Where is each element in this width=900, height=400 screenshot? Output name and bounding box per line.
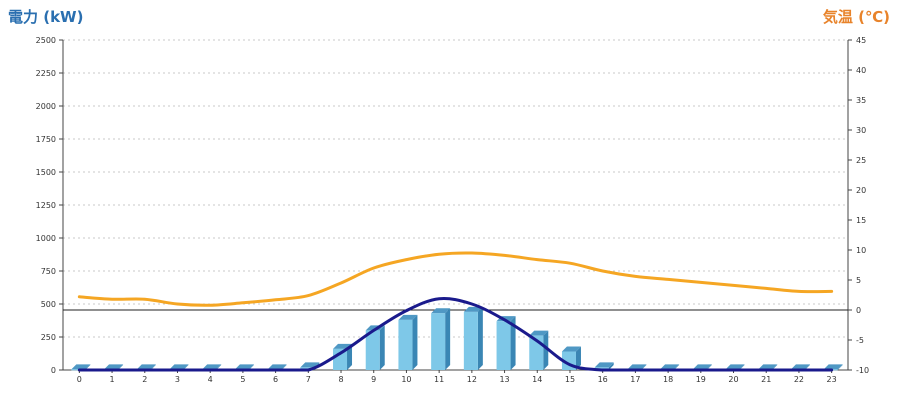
power-bar-top	[398, 314, 418, 320]
power-bar	[365, 325, 385, 370]
x-tick-label: 23	[827, 375, 837, 384]
power-bar	[398, 314, 418, 370]
right-tick-label: 30	[856, 126, 866, 135]
power-bar-front	[365, 330, 380, 370]
x-tick-label: 16	[598, 375, 608, 384]
power-bar-top	[300, 362, 320, 368]
left-tick-label: 0	[51, 366, 56, 375]
x-tick-label: 15	[565, 375, 575, 384]
right-tick-label: 40	[856, 66, 866, 75]
right-tick-label: -5	[856, 336, 864, 345]
x-tick-label: 2	[142, 375, 147, 384]
x-tick-label: 22	[794, 375, 804, 384]
x-tick-label: 13	[499, 375, 509, 384]
power-bar-top	[660, 364, 680, 370]
power-bar-top	[823, 364, 843, 370]
temperature-line	[77, 251, 834, 307]
power-line	[77, 296, 834, 372]
power-bars	[71, 306, 843, 371]
right-tick-label: 15	[856, 216, 866, 225]
x-tick-label: 14	[532, 375, 542, 384]
x-tick-label: 8	[338, 375, 343, 384]
right-tick-label: 45	[856, 36, 866, 45]
right-tick-label: -10	[856, 366, 869, 375]
power-bar	[333, 343, 353, 370]
power-bar-top	[169, 364, 189, 370]
power-bar	[496, 316, 516, 370]
power-bar-top	[463, 306, 483, 312]
power-bar-side	[412, 314, 418, 370]
power-bar-top	[71, 364, 91, 370]
x-tick-label: 1	[110, 375, 115, 384]
power-bar-side	[379, 325, 385, 370]
x-tick-label: 11	[434, 375, 444, 384]
x-tick-label: 18	[663, 375, 673, 384]
power-bar-top	[790, 364, 810, 370]
right-axis-title: 気温 (℃)	[822, 8, 890, 26]
right-tick-label: 35	[856, 96, 866, 105]
power-bar-top	[267, 364, 287, 370]
right-tick-label: 5	[856, 276, 861, 285]
x-tick-label: 19	[696, 375, 706, 384]
power-bar-side	[477, 306, 483, 370]
power-bar-top	[529, 330, 549, 336]
power-bar-top	[202, 364, 222, 370]
power-bar-top	[627, 364, 647, 370]
power-bar-front	[398, 319, 413, 370]
power-bar-side	[347, 343, 353, 370]
tick-labels: 02505007501000125015001750200022502500-1…	[36, 36, 869, 384]
left-tick-label: 1250	[36, 201, 56, 210]
power-bar-side	[445, 308, 451, 370]
left-tick-label: 500	[41, 300, 56, 309]
left-tick-label: 1750	[36, 135, 56, 144]
x-tick-label: 20	[728, 375, 738, 384]
left-axis-title: 電力 (kW)	[8, 8, 84, 26]
power-bar-top	[431, 308, 451, 314]
left-tick-label: 250	[41, 333, 56, 342]
x-tick-label: 7	[306, 375, 311, 384]
power-bar-side	[543, 330, 549, 370]
left-tick-label: 1500	[36, 168, 56, 177]
left-tick-label: 2250	[36, 69, 56, 78]
right-tick-label: 20	[856, 186, 866, 195]
power-bar-top	[104, 364, 124, 370]
left-tick-label: 1000	[36, 234, 56, 243]
right-tick-label: 0	[856, 306, 861, 315]
axes	[59, 39, 852, 373]
x-tick-label: 6	[273, 375, 278, 384]
power-bar-top	[561, 346, 581, 352]
left-tick-label: 2500	[36, 36, 56, 45]
series-lines	[77, 251, 834, 372]
right-tick-label: 10	[856, 246, 866, 255]
left-tick-label: 750	[41, 267, 56, 276]
left-tick-label: 2000	[36, 102, 56, 111]
right-tick-label: 25	[856, 156, 866, 165]
power-bar-side	[510, 316, 516, 370]
power-bar-top	[758, 364, 778, 370]
power-bar-top	[725, 364, 745, 370]
power-bar-front	[463, 311, 478, 370]
x-tick-label: 12	[467, 375, 477, 384]
x-tick-label: 10	[401, 375, 411, 384]
power-bar-side	[608, 362, 614, 370]
power-bar-top	[234, 364, 254, 370]
x-tick-label: 5	[240, 375, 245, 384]
x-tick-label: 21	[761, 375, 771, 384]
power-bar-side	[575, 346, 581, 370]
power-bar-side	[837, 364, 843, 370]
x-tick-label: 9	[371, 375, 376, 384]
power-bar	[463, 306, 483, 370]
power-bar-top	[692, 364, 712, 370]
power-bar-top	[136, 364, 156, 370]
power-bar	[431, 308, 451, 370]
x-tick-label: 17	[630, 375, 640, 384]
power-bar-front	[496, 321, 511, 370]
x-tick-label: 0	[77, 375, 82, 384]
x-tick-label: 4	[208, 375, 213, 384]
power-bar-front	[431, 313, 446, 370]
x-tick-label: 3	[175, 375, 180, 384]
grid-lines	[63, 39, 848, 338]
power-bar-top	[594, 362, 614, 368]
